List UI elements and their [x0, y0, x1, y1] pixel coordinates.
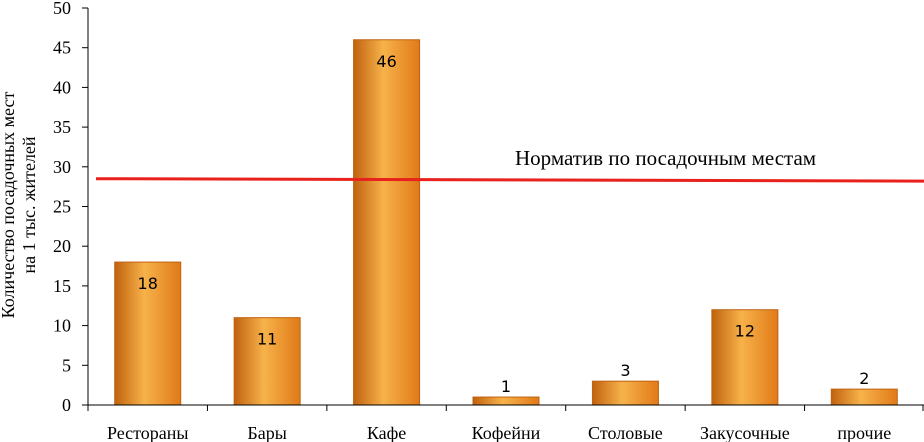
reference-line-group: Норматив по посадочным местам [95, 146, 924, 183]
y-axis-title-line: на 1 тыс. жителей [19, 136, 39, 273]
category-label: Рестораны [107, 423, 189, 442]
bar [114, 261, 182, 406]
bar-value-label: 1 [501, 377, 511, 396]
y-tick-label: 5 [62, 355, 71, 375]
bar-value-label: 2 [859, 369, 869, 388]
bar [711, 309, 779, 406]
y-tick-label: 40 [53, 77, 71, 97]
bar-value-label: 11 [257, 330, 277, 349]
reference-line-label: Норматив по посадочным местам [515, 146, 816, 170]
bars: 18 11 46 1 3 12 2 [114, 39, 898, 406]
y-tick-label: 15 [53, 276, 71, 296]
y-tick-label: 0 [62, 395, 71, 415]
y-tick-label: 45 [53, 38, 71, 58]
category-label: Кафе [367, 423, 406, 442]
reference-line [95, 177, 924, 183]
bar [472, 396, 540, 406]
y-axis-title-line: Количество посадочных мест [0, 92, 18, 319]
category-label: Закусочные [700, 423, 790, 442]
x-axis: Рестораны Бары Кафе Кофейни Столовые Закусочн… [87, 404, 924, 442]
bar-value-label: 18 [138, 274, 158, 293]
bar [591, 380, 659, 406]
y-tick-label: 35 [53, 117, 71, 137]
bar-value-label: 3 [620, 361, 630, 380]
bar-value-label: 46 [376, 52, 396, 71]
category-label: Столовые [588, 423, 663, 442]
bar-value-label: 12 [735, 322, 755, 341]
category-label: прочие [837, 423, 891, 442]
category-label: Бары [247, 423, 286, 442]
y-tick-label: 20 [53, 236, 71, 256]
y-tick-label: 10 [53, 316, 71, 336]
bar [830, 388, 898, 406]
y-tick-label: 50 [53, 0, 71, 18]
category-label: Кофейни [472, 423, 541, 442]
y-axis: 0 5 10 15 20 25 30 35 40 45 50 [53, 0, 89, 415]
y-tick-label: 30 [53, 157, 71, 177]
bar [233, 317, 301, 406]
y-axis-label: Количество посадочных мест на 1 тыс. жите… [0, 92, 39, 319]
y-tick-label: 25 [53, 197, 71, 217]
bar [353, 39, 421, 406]
